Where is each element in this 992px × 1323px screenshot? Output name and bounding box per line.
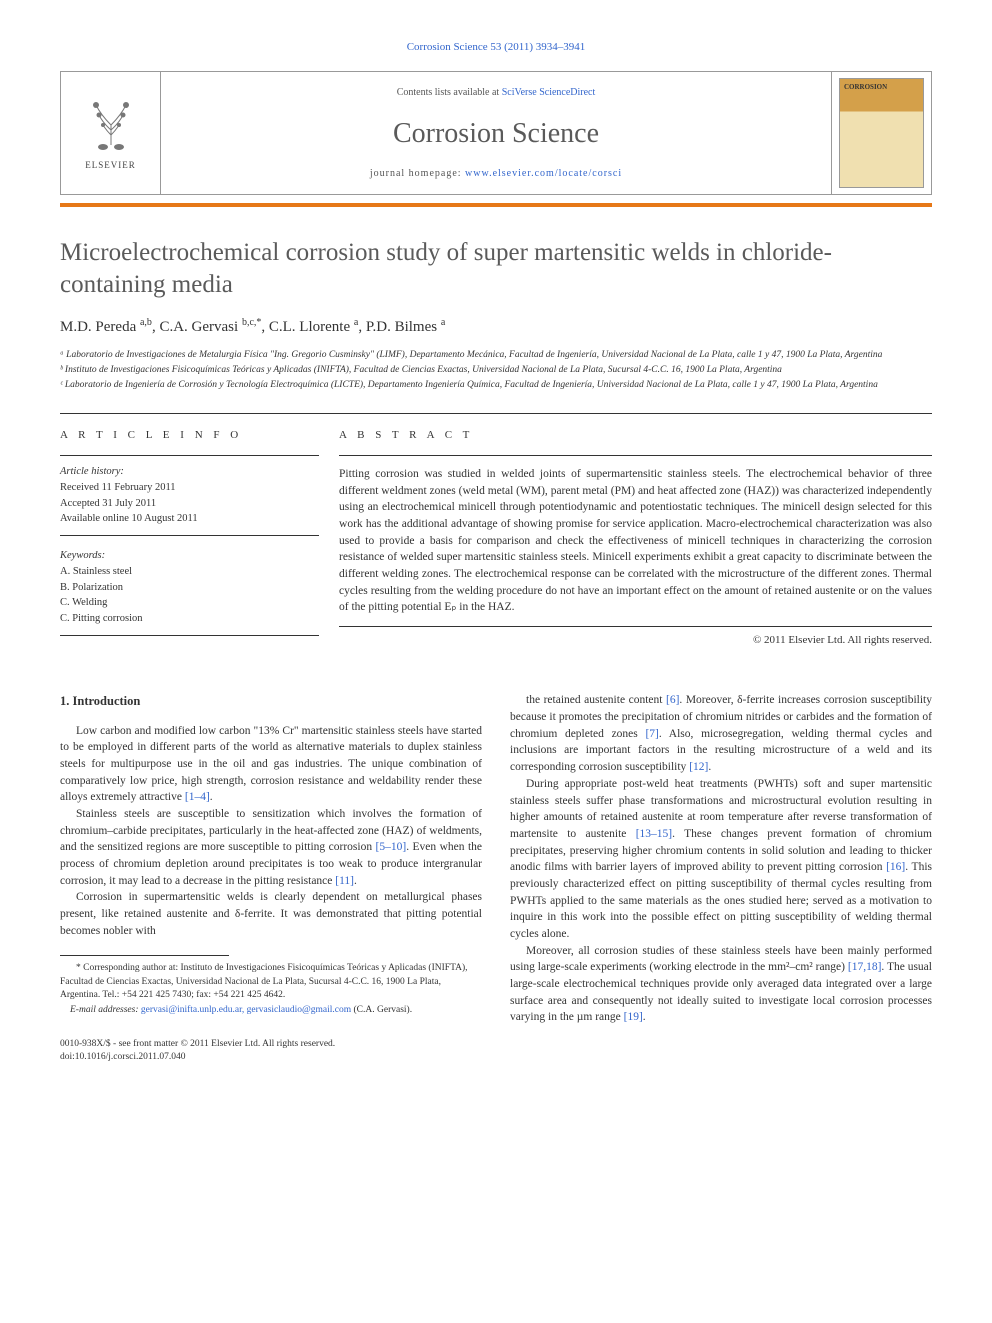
affiliation-a: ᵃ Laboratorio de Investigaciones de Meta… bbox=[60, 348, 932, 362]
ref-link[interactable]: [12] bbox=[689, 761, 708, 773]
article-info-heading: A R T I C L E I N F O bbox=[60, 428, 319, 443]
journal-name: Corrosion Science bbox=[393, 114, 599, 153]
header-citation: Corrosion Science 53 (2011) 3934–3941 bbox=[60, 40, 932, 55]
ref-link[interactable]: [19] bbox=[624, 1011, 643, 1023]
body-paragraph: During appropriate post-weld heat treatm… bbox=[510, 776, 932, 943]
received-date: Received 11 February 2011 bbox=[60, 480, 319, 496]
homepage-link[interactable]: www.elsevier.com/locate/corsci bbox=[465, 168, 622, 179]
body-paragraph: Low carbon and modified low carbon "13% … bbox=[60, 723, 482, 806]
email-line: E-mail addresses: gervasi@inifta.unlp.ed… bbox=[60, 1004, 482, 1017]
ref-link[interactable]: [5–10] bbox=[376, 841, 407, 853]
sciencedirect-link[interactable]: SciVerse ScienceDirect bbox=[502, 87, 596, 98]
elsevier-tree-icon bbox=[81, 95, 141, 155]
body-paragraph: Corrosion in supermartensitic welds is c… bbox=[60, 889, 482, 939]
abstract-copyright: © 2011 Elsevier Ltd. All rights reserved… bbox=[339, 633, 932, 648]
affiliations: ᵃ Laboratorio de Investigaciones de Meta… bbox=[60, 348, 932, 393]
affiliation-b: ᵇ Instituto de Investigaciones Fisicoquí… bbox=[60, 363, 932, 377]
body-paragraph: the retained austenite content [6]. More… bbox=[510, 692, 932, 775]
footer-meta: 0010-938X/$ - see front matter © 2011 El… bbox=[60, 1038, 482, 1065]
abstract-text: Pitting corrosion was studied in welded … bbox=[339, 455, 932, 627]
keyword-item: A. Stainless steel bbox=[60, 564, 319, 580]
publisher-block: ELSEVIER bbox=[61, 72, 161, 194]
ref-link[interactable]: [1–4] bbox=[185, 791, 210, 803]
body-content: 1. Introduction Low carbon and modified … bbox=[60, 692, 932, 1064]
article-title: Microelectrochemical corrosion study of … bbox=[60, 237, 932, 300]
keyword-item: B. Polarization bbox=[60, 580, 319, 596]
body-paragraph: Stainless steels are susceptible to sens… bbox=[60, 806, 482, 889]
corresponding-author-note: * Corresponding author at: Instituto de … bbox=[60, 962, 482, 1002]
contents-available: Contents lists available at SciVerse Sci… bbox=[397, 86, 596, 100]
section-heading: 1. Introduction bbox=[60, 692, 482, 710]
ref-link[interactable]: [11] bbox=[335, 875, 354, 887]
doi-line: doi:10.1016/j.corsci.2011.07.040 bbox=[60, 1051, 482, 1064]
journal-homepage: journal homepage: www.elsevier.com/locat… bbox=[370, 167, 622, 181]
article-info: A R T I C L E I N F O Article history: R… bbox=[60, 414, 339, 663]
right-column: the retained austenite content [6]. More… bbox=[510, 692, 932, 1064]
online-date: Available online 10 August 2011 bbox=[60, 511, 319, 527]
ref-link[interactable]: [13–15] bbox=[636, 828, 672, 840]
publisher-name: ELSEVIER bbox=[85, 159, 136, 172]
left-column: 1. Introduction Low carbon and modified … bbox=[60, 692, 482, 1064]
footnote-separator bbox=[60, 955, 229, 956]
masthead: ELSEVIER Contents lists available at Sci… bbox=[60, 71, 932, 195]
divider-bar bbox=[60, 203, 932, 207]
journal-cover-thumbnail: CORROSION bbox=[839, 78, 924, 188]
masthead-center: Contents lists available at SciVerse Sci… bbox=[161, 72, 831, 194]
issn-line: 0010-938X/$ - see front matter © 2011 El… bbox=[60, 1038, 482, 1051]
keyword-item: C. Pitting corrosion bbox=[60, 611, 319, 627]
ref-link[interactable]: [17,18] bbox=[848, 961, 882, 973]
keyword-item: C. Welding bbox=[60, 595, 319, 611]
abstract: A B S T R A C T Pitting corrosion was st… bbox=[339, 414, 932, 663]
accepted-date: Accepted 31 July 2011 bbox=[60, 496, 319, 512]
author-email-link[interactable]: gervasi@inifta.unlp.edu.ar, gervasiclaud… bbox=[141, 1005, 351, 1015]
footnotes: * Corresponding author at: Instituto de … bbox=[60, 962, 482, 1017]
ref-link[interactable]: [16] bbox=[886, 861, 905, 873]
abstract-heading: A B S T R A C T bbox=[339, 428, 932, 443]
keywords: Keywords: A. Stainless steel B. Polariza… bbox=[60, 548, 319, 636]
ref-link[interactable]: [7] bbox=[645, 728, 658, 740]
author-list: M.D. Pereda a,b, C.A. Gervasi b,c,*, C.L… bbox=[60, 316, 932, 338]
affiliation-c: ᶜ Laboratorio de Ingeniería de Corrosión… bbox=[60, 378, 932, 392]
article-history: Article history: Received 11 February 20… bbox=[60, 455, 319, 536]
ref-link[interactable]: [6] bbox=[666, 694, 679, 706]
body-paragraph: Moreover, all corrosion studies of these… bbox=[510, 943, 932, 1026]
cover-thumb-block: CORROSION bbox=[831, 72, 931, 194]
